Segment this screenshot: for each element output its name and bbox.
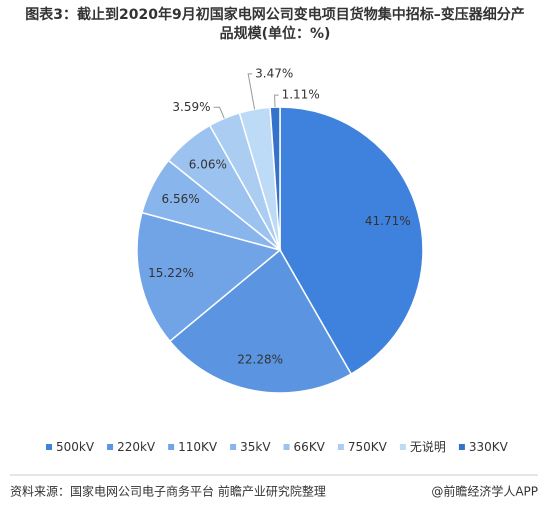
- legend-label: 500kV: [56, 440, 95, 454]
- legend-label: 750KV: [348, 440, 388, 454]
- pie-slice: [279, 106, 424, 376]
- data-label: 6.56%: [162, 192, 200, 206]
- brand: @前瞻经济学人APP: [431, 484, 538, 499]
- legend-swatch: [107, 444, 114, 450]
- data-label: 1.11%: [282, 88, 320, 102]
- legend-swatch: [230, 444, 237, 450]
- pie-slice: [168, 248, 353, 394]
- legend-swatch: [283, 444, 290, 450]
- data-label: 3.47%: [255, 66, 293, 80]
- legend-swatch: [399, 444, 406, 450]
- legend-swatch: [46, 444, 52, 450]
- pie-slice: [136, 211, 282, 343]
- legend-swatch: [337, 444, 344, 450]
- data-label: 3.59%: [172, 100, 210, 114]
- data-label: 41.71%: [365, 214, 411, 228]
- leader-line: [274, 94, 279, 108]
- legend-label: 35kV: [240, 440, 271, 454]
- legend-label: 220kV: [117, 440, 156, 454]
- legend-swatch: [458, 444, 465, 450]
- leader-line: [247, 73, 256, 110]
- chart-title: 图表3：截止到2020年9月初国家电网公司变电项目货物集中招标–变压器细分产品规…: [25, 7, 525, 42]
- legend-label: 无说明: [410, 439, 446, 454]
- legend-label: 66KV: [294, 440, 326, 454]
- leader-line: [213, 106, 225, 119]
- source: 资料来源：国家电网公司电子商务平台 前瞻产业研究院整理: [10, 484, 326, 499]
- legend-label: 330KV: [469, 440, 509, 454]
- legend-swatch: [168, 444, 175, 450]
- data-label: 15.22%: [148, 266, 194, 280]
- data-label: 22.28%: [237, 352, 283, 366]
- pie-slice: [269, 106, 281, 251]
- data-label: 6.06%: [189, 157, 227, 171]
- legend-label: 110KV: [178, 440, 218, 454]
